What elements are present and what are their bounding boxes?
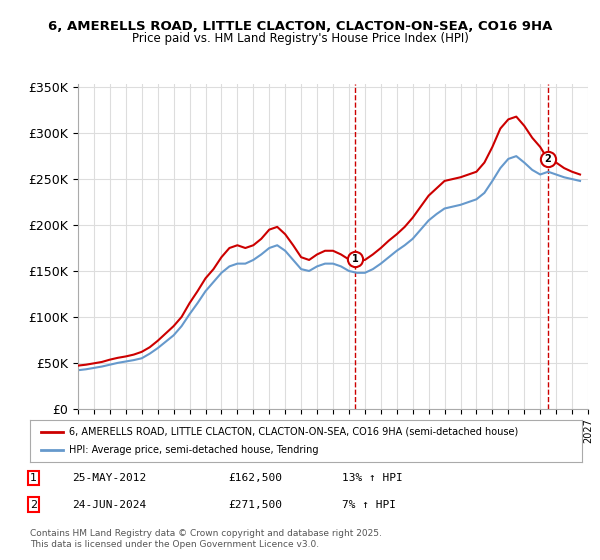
Text: 2: 2 [30,500,37,510]
Text: Contains HM Land Registry data © Crown copyright and database right 2025.
This d: Contains HM Land Registry data © Crown c… [30,529,382,549]
Text: HPI: Average price, semi-detached house, Tendring: HPI: Average price, semi-detached house,… [68,445,318,455]
Text: 6, AMERELLS ROAD, LITTLE CLACTON, CLACTON-ON-SEA, CO16 9HA: 6, AMERELLS ROAD, LITTLE CLACTON, CLACTO… [48,20,552,32]
Text: £162,500: £162,500 [228,473,282,483]
Point [543,155,553,164]
Text: 25-MAY-2012: 25-MAY-2012 [72,473,146,483]
Text: 6, AMERELLS ROAD, LITTLE CLACTON, CLACTON-ON-SEA, CO16 9HA (semi-detached house): 6, AMERELLS ROAD, LITTLE CLACTON, CLACTO… [68,427,518,437]
Text: 7% ↑ HPI: 7% ↑ HPI [342,500,396,510]
Point [350,255,360,264]
Text: 1: 1 [30,473,37,483]
Text: 13% ↑ HPI: 13% ↑ HPI [342,473,403,483]
Text: £271,500: £271,500 [228,500,282,510]
Text: Price paid vs. HM Land Registry's House Price Index (HPI): Price paid vs. HM Land Registry's House … [131,32,469,45]
Text: 2: 2 [544,155,551,164]
Text: 1: 1 [352,254,359,264]
Text: 24-JUN-2024: 24-JUN-2024 [72,500,146,510]
